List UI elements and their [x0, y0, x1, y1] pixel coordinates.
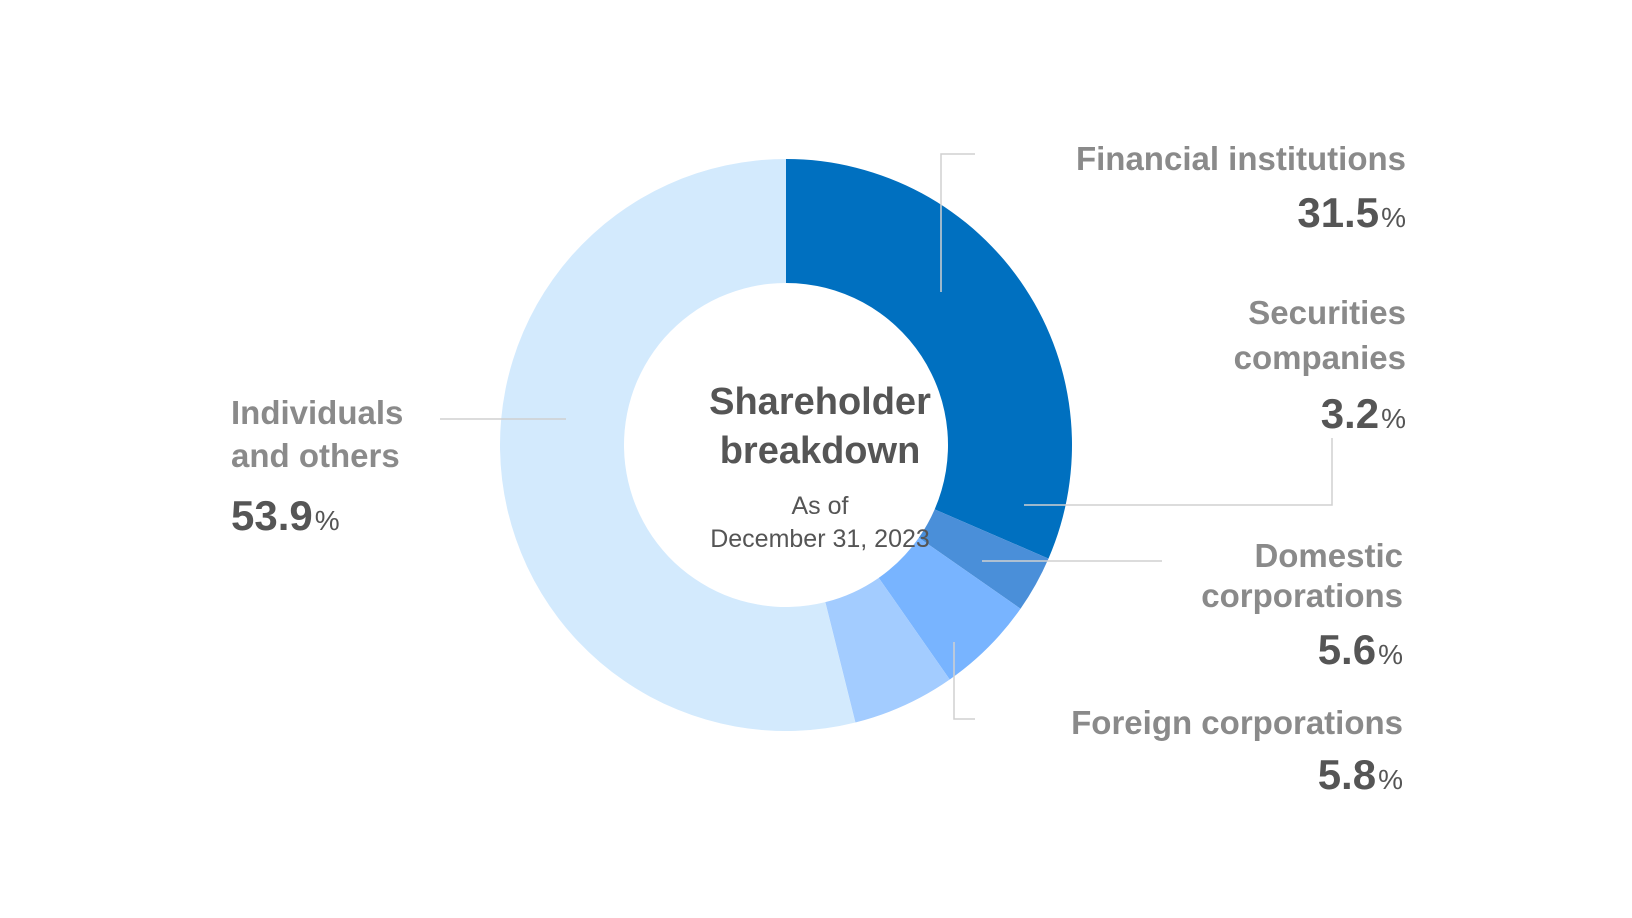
label-name-financial: Financial institutions — [1075, 140, 1406, 177]
label-name-individuals-1: Individuals — [231, 394, 404, 431]
value-financial: 31.5 — [1297, 189, 1380, 236]
chart-subtitle: As of December 31, 2023 — [620, 490, 1020, 556]
slice-individuals-and-others — [499, 158, 856, 731]
leader-line-financial — [940, 153, 975, 292]
label-name-securities-1: Securities — [1248, 294, 1406, 331]
label-value-securities: 3.2% — [1234, 388, 1406, 445]
leader-lines — [440, 153, 1333, 720]
unit-individuals: % — [314, 505, 340, 536]
chart-title-text: Shareholder breakdown — [709, 381, 931, 472]
label-securities-companies: Securities companies 3.2% — [1234, 290, 1406, 445]
unit-foreign: % — [1378, 764, 1403, 795]
label-individuals-and-others: Individuals and others 53.9% — [231, 390, 403, 547]
unit-financial: % — [1381, 202, 1406, 233]
slice-financial-institutions — [786, 159, 1072, 559]
slice-domestic-corporations — [878, 537, 1021, 680]
label-value-foreign: 5.8% — [1071, 749, 1403, 806]
label-value-domestic: 5.6% — [1201, 624, 1403, 681]
chart-center-title: Shareholder breakdown As of December 31,… — [620, 378, 1020, 556]
chart-subtitle-line1: As of — [791, 492, 849, 520]
value-securities: 3.2 — [1320, 390, 1380, 437]
label-name-foreign: Foreign corporations — [1071, 704, 1403, 741]
label-value-financial: 31.5% — [1076, 187, 1406, 244]
value-domestic: 5.6 — [1317, 626, 1377, 673]
slice-securities-companies — [918, 509, 1049, 609]
donut-slices — [499, 158, 1072, 731]
leader-line-foreign — [953, 642, 975, 720]
chart-title: Shareholder breakdown — [620, 378, 1020, 476]
value-individuals: 53.9 — [231, 492, 313, 539]
slice-foreign-corporations — [825, 577, 950, 723]
label-name-domestic-1: Domestic — [1254, 537, 1403, 574]
label-value-individuals: 53.9% — [231, 490, 403, 547]
value-foreign: 5.8 — [1317, 751, 1377, 798]
label-name-domestic-2: corporations — [1201, 577, 1403, 614]
label-foreign-corporations: Foreign corporations 5.8% — [1071, 700, 1403, 806]
label-name-securities-2: companies — [1233, 339, 1406, 376]
chart-subtitle-line2: December 31, 2023 — [710, 525, 930, 553]
label-name-individuals-2: and others — [231, 437, 400, 474]
leader-line-securities — [1024, 438, 1333, 506]
label-domestic-corporations: Domestic corporations 5.6% — [1201, 536, 1403, 681]
unit-domestic: % — [1378, 639, 1403, 670]
unit-securities: % — [1381, 403, 1406, 434]
label-financial-institutions: Financial institutions 31.5% — [1076, 136, 1406, 244]
